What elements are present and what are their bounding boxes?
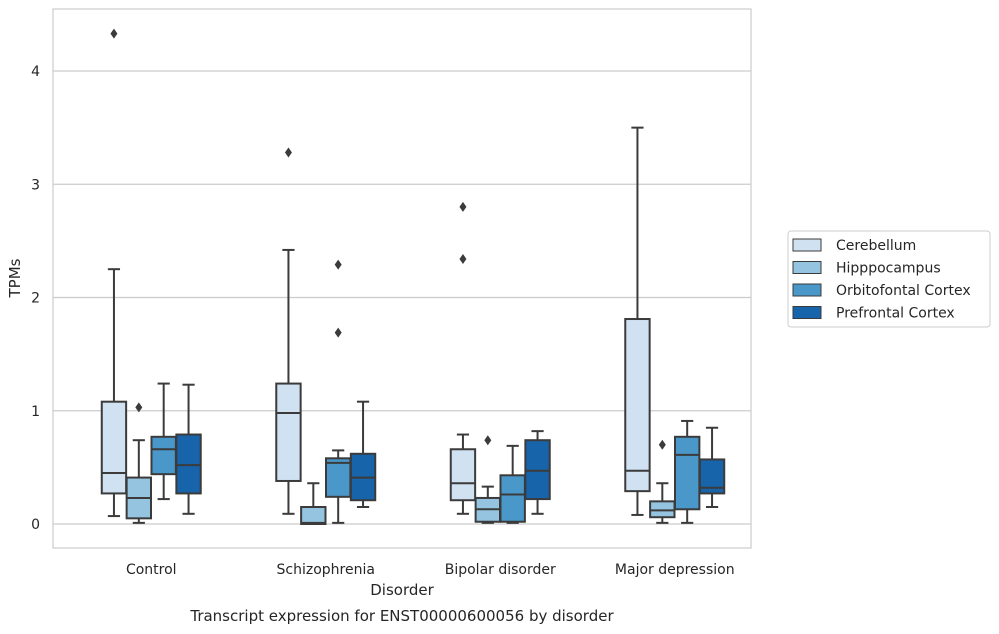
- outlier-point: [110, 28, 118, 39]
- legend-swatch-1: [792, 261, 822, 274]
- box-0-0: [100, 28, 128, 518]
- box-body: [499, 474, 526, 523]
- box-2-2: [499, 444, 526, 524]
- box-1-2: [324, 259, 352, 524]
- y-tick-label-1: 1: [31, 404, 40, 420]
- box-body: [300, 506, 327, 526]
- x-axis-title: Disorder: [370, 581, 434, 599]
- legend-swatch-0: [792, 238, 822, 252]
- legend-swatch-2: [792, 283, 822, 297]
- box-0-3: [175, 383, 202, 515]
- box-body: [324, 457, 352, 498]
- box-3-0: [624, 126, 651, 516]
- outlier-point: [284, 147, 292, 158]
- legend-label-0: Cerebellum: [836, 238, 916, 254]
- box-body: [449, 448, 477, 502]
- outlier-point: [658, 439, 666, 450]
- x-tick-label-3: Major depression: [615, 562, 735, 578]
- legend-frame: [787, 230, 991, 328]
- y-tick-label-0: 0: [31, 517, 40, 533]
- box-0-2: [150, 382, 177, 501]
- y-tick-label-2: 2: [31, 291, 40, 307]
- legend: Cerebellum Hipppocampus Orbitofontal Corte…: [787, 230, 991, 328]
- box-body: [275, 382, 302, 482]
- box-1-3: [349, 400, 377, 509]
- outlier-point: [484, 435, 492, 446]
- box-1-0: [275, 147, 302, 515]
- legend-label-1: Hipppocampus: [836, 261, 941, 277]
- box-2-1: [474, 435, 502, 524]
- box-3-3: [698, 426, 726, 509]
- y-tick-label-3: 3: [31, 177, 40, 193]
- box-0-1: [125, 402, 153, 524]
- chart-caption: Transcript expression for ENST0000060005…: [189, 607, 614, 625]
- x-tick-label-2: Bipolar disorder: [445, 562, 556, 578]
- y-axis-title: TPMs: [6, 258, 24, 298]
- outlier-point: [459, 201, 467, 212]
- x-tick-label-0: Control: [126, 562, 177, 578]
- box-body: [100, 400, 128, 495]
- box-2-0: [449, 201, 477, 515]
- box-body: [175, 433, 202, 495]
- outlier-point: [334, 259, 342, 270]
- legend-label-2: Orbitofontal Cortex: [836, 283, 971, 299]
- outlier-point: [459, 253, 467, 264]
- x-tick-label-1: Schizophrenia: [277, 562, 375, 578]
- plot-area-frame: [52, 8, 752, 549]
- outlier-point: [135, 402, 143, 413]
- legend-label-3: Prefrontal Cortex: [836, 306, 955, 322]
- box-body: [150, 435, 177, 476]
- legend-swatch-3: [792, 306, 822, 319]
- box-3-2: [673, 419, 701, 524]
- box-plots: [100, 28, 726, 526]
- outlier-point: [334, 327, 342, 338]
- box-3-1: [649, 439, 676, 524]
- box-body: [524, 439, 551, 501]
- box-body: [624, 318, 651, 493]
- y-axis-ticks: 0 1 2 3 4: [31, 64, 40, 533]
- box-2-3: [524, 430, 551, 515]
- x-axis-ticks: Control Schizophrenia Bipolar disorder Majo…: [126, 562, 735, 578]
- y-tick-label-4: 4: [31, 64, 40, 80]
- box-body: [649, 500, 676, 519]
- box-1-1: [300, 482, 327, 526]
- box-body: [673, 435, 701, 511]
